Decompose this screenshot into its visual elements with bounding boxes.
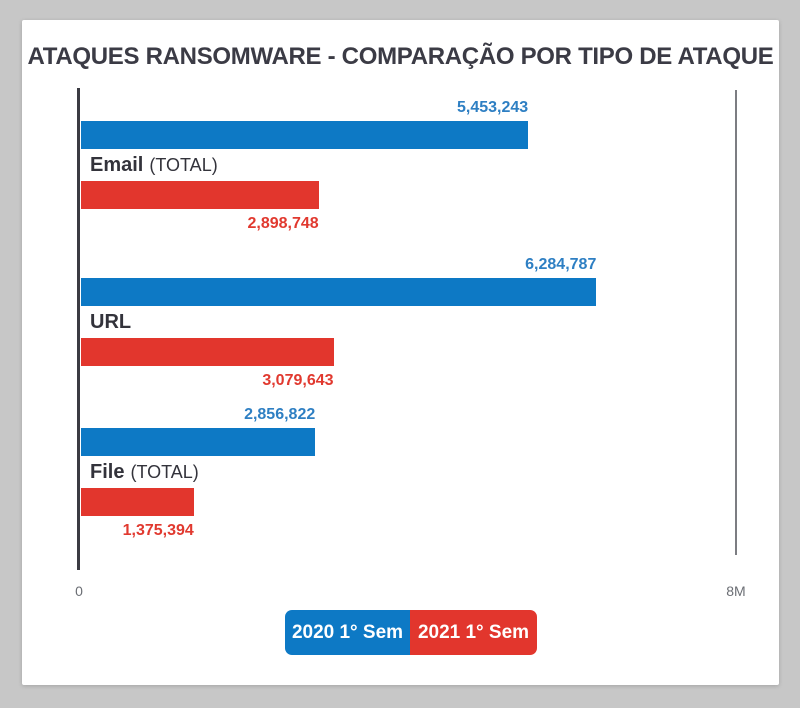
bar-group-url: 6,284,787 URL 3,079,643 bbox=[81, 256, 737, 389]
bar-2021-email bbox=[81, 181, 319, 209]
category-suffix: (TOTAL) bbox=[149, 154, 218, 175]
category-name: File bbox=[90, 460, 125, 483]
category-suffix: (TOTAL) bbox=[130, 461, 199, 482]
bar-2021-file bbox=[81, 488, 194, 516]
x-tick-max: 8M bbox=[726, 583, 746, 599]
category-name: URL bbox=[90, 310, 132, 333]
category-label-file: File (TOTAL) bbox=[81, 456, 737, 488]
value-label-2020-file: 2,856,822 bbox=[244, 406, 316, 423]
legend-item-2021[interactable]: 2021 1° Sem bbox=[410, 610, 537, 655]
legend: 2020 1° Sem 2021 1° Sem bbox=[285, 610, 537, 655]
value-label-2020-email: 5,453,243 bbox=[456, 99, 529, 116]
bar-group-file: 2,856,822 File (TOTAL) 1,375,394 bbox=[81, 406, 737, 539]
value-label-2021-file: 1,375,394 bbox=[122, 522, 194, 539]
value-label-2021-url: 3,079,643 bbox=[262, 372, 334, 389]
category-name: Email bbox=[90, 153, 144, 176]
bar-2021-url bbox=[81, 338, 334, 366]
x-tick-zero: 0 bbox=[75, 583, 83, 599]
x-max-gridline bbox=[735, 90, 737, 555]
bar-group-email: 5,453,243 Email (TOTAL) 2,898,748 bbox=[81, 99, 737, 232]
category-label-email: Email (TOTAL) bbox=[81, 149, 737, 181]
category-label-url: URL bbox=[81, 306, 737, 338]
chart-title: ATAQUES RANSOMWARE - COMPARAÇÃO POR TIPO… bbox=[27, 43, 774, 70]
bar-2020-email bbox=[81, 121, 529, 149]
bar-2020-url bbox=[81, 278, 597, 306]
value-label-2020-url: 6,284,787 bbox=[525, 256, 597, 273]
chart-area: 0 8M 5,453,243 Email (TOTAL) 2,898,748 6,284… bbox=[75, 88, 746, 599]
legend-item-2020[interactable]: 2020 1° Sem bbox=[285, 610, 410, 655]
value-label-2021-email: 2,898,748 bbox=[247, 215, 319, 232]
bar-2020-file bbox=[81, 428, 316, 456]
chart-card: ATAQUES RANSOMWARE - COMPARAÇÃO POR TIPO… bbox=[22, 20, 779, 685]
y-axis-line bbox=[77, 88, 80, 570]
